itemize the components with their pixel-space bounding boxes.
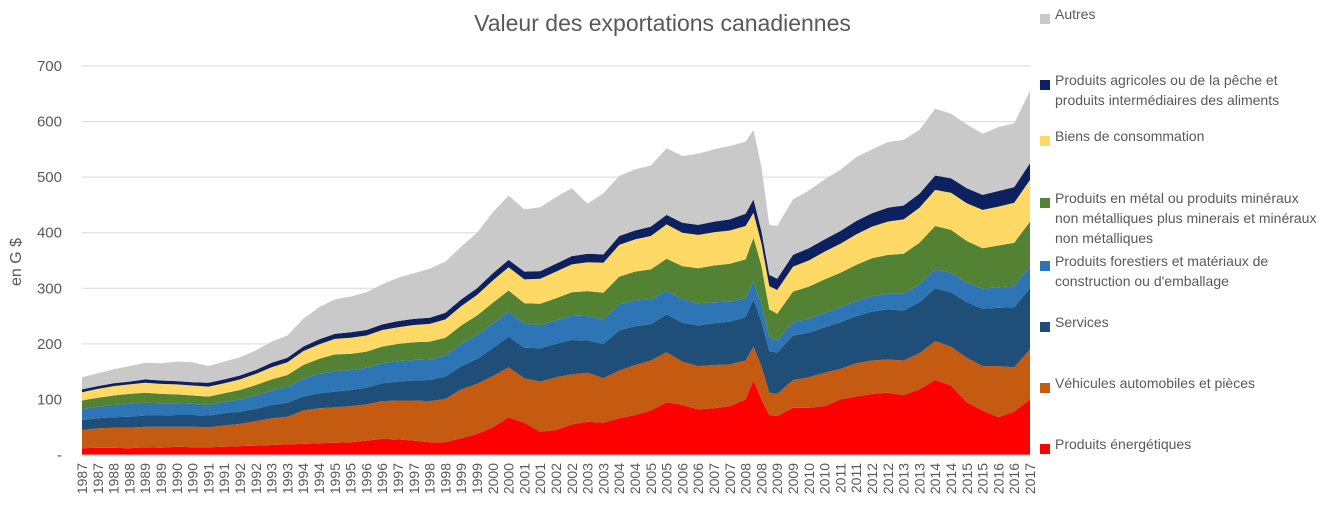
area-series-2: [82, 341, 1030, 449]
area-series-7: [82, 163, 1030, 393]
legend-label: Produits en métal ou produits minéraux n…: [1055, 190, 1317, 246]
x-tick-label: 2006: [674, 463, 690, 494]
x-tick-label: 1998: [437, 463, 453, 494]
x-tick-label: 2008: [738, 463, 754, 494]
area-series-1: [82, 380, 1030, 455]
x-tick-label: 2001: [516, 463, 532, 494]
x-tick-label: 1988: [121, 463, 137, 494]
y-tick-label: 700: [37, 58, 62, 75]
area-series-6: [82, 179, 1030, 401]
y-axis-label: en G $: [8, 238, 25, 286]
x-tick-label: 1993: [264, 463, 280, 494]
x-tick-label: 2010: [817, 463, 833, 494]
x-tick-label: 1989: [153, 463, 169, 494]
area-series-3: [82, 288, 1030, 430]
x-tick-label: 1992: [248, 463, 264, 494]
x-tick-label: 2004: [627, 463, 643, 494]
x-tick-label: 1996: [374, 463, 390, 494]
x-tick-label: 2007: [706, 463, 722, 494]
x-tick-label: 2009: [769, 463, 785, 494]
legend-swatch: [1040, 80, 1050, 90]
x-tick-label: 1991: [200, 463, 216, 494]
x-tick-label: 1997: [390, 463, 406, 494]
legend-label: Véhicules automobiles et pièces: [1055, 375, 1256, 391]
x-tick-label: 1991: [216, 463, 232, 494]
x-tick-label: 2013: [896, 463, 912, 494]
x-tick-label: 2002: [548, 463, 564, 494]
x-tick-label: 1999: [453, 463, 469, 494]
x-tick-label: 1987: [90, 463, 106, 494]
legend-label: Services: [1055, 314, 1109, 330]
x-tick-label: 2012: [864, 463, 880, 494]
x-tick-label: 1998: [422, 463, 438, 494]
area-series: [82, 91, 1030, 455]
x-tick-label: 2011: [832, 463, 848, 493]
x-tick-label: 1990: [185, 463, 201, 494]
x-tick-label: 2013: [911, 463, 927, 494]
legend-swatch: [1040, 322, 1050, 332]
x-tick-label: 2016: [990, 463, 1006, 494]
legend-label: Autres: [1055, 6, 1096, 22]
x-tick-label: 2005: [659, 463, 675, 494]
x-tick-label: 2017: [1022, 463, 1038, 494]
x-tick-label: 1992: [232, 463, 248, 494]
legend-label: Produits forestiers et matériaux de cons…: [1055, 253, 1269, 289]
x-tick-label: 2008: [753, 463, 769, 494]
x-tick-label: 2014: [943, 463, 959, 494]
legend-swatch: [1040, 14, 1050, 24]
y-tick-label: 400: [37, 225, 62, 242]
x-tick-label: 1987: [74, 463, 90, 494]
y-tick-label: 100: [37, 391, 62, 408]
x-tick-label: 1988: [106, 463, 122, 494]
x-tick-label: 1989: [137, 463, 153, 494]
x-tick-label: 1994: [295, 463, 311, 494]
x-tick-label: 2011: [848, 463, 864, 493]
x-tick-label: 2012: [880, 463, 896, 494]
x-tick-label: 1995: [343, 463, 359, 494]
y-tick-label: 500: [37, 169, 62, 186]
y-axis-ticks: - 100 200 300 400 500 600 700: [37, 58, 62, 464]
y-tick-label: -: [57, 447, 62, 464]
legend-swatch: [1040, 261, 1050, 271]
area-series-5: [82, 221, 1030, 409]
legend-swatch: [1040, 136, 1050, 146]
x-tick-label: 2009: [785, 463, 801, 494]
x-tick-label: 1994: [311, 463, 327, 494]
legend-swatch: [1040, 444, 1050, 454]
legend-label: Biens de consommation: [1055, 128, 1205, 144]
x-tick-label: 2005: [643, 463, 659, 494]
x-tick-label: 2015: [959, 463, 975, 494]
legend-swatch: [1040, 198, 1050, 208]
y-tick-label: 600: [37, 114, 62, 131]
legend-swatch: [1040, 383, 1050, 393]
x-tick-label: 2000: [501, 463, 517, 494]
x-tick-label: 2016: [1006, 463, 1022, 494]
area-series-8: [82, 91, 1030, 390]
x-tick-label: 1996: [358, 463, 374, 494]
x-tick-label: 2010: [801, 463, 817, 494]
y-tick-label: 300: [37, 280, 62, 297]
x-tick-label: 2015: [975, 463, 991, 494]
x-tick-label: 2006: [690, 463, 706, 494]
chart-title: Valeur des exportations canadiennes: [474, 10, 851, 36]
x-tick-label: 2003: [595, 463, 611, 494]
x-tick-label: 2003: [580, 463, 596, 494]
x-tick-label: 1995: [327, 463, 343, 494]
x-tick-label: 1999: [469, 463, 485, 494]
x-tick-label: 2004: [611, 463, 627, 494]
x-axis-ticks: 1987 1987 1988 1988 1989 1989 1990 1990 1991 1991…: [74, 463, 1038, 494]
x-tick-label: 1997: [406, 463, 422, 494]
legend-label: Produits énergétiques: [1055, 436, 1192, 452]
area-series-4: [82, 266, 1030, 420]
x-tick-label: 2002: [564, 463, 580, 494]
x-tick-label: 2000: [485, 463, 501, 494]
x-tick-label: 2007: [722, 463, 738, 494]
x-tick-label: 1990: [169, 463, 185, 494]
y-tick-label: 200: [37, 336, 62, 353]
x-tick-label: 2001: [532, 463, 548, 494]
x-tick-label: 2014: [927, 463, 943, 494]
legend-label: Produits agricoles ou de la pêche et pro…: [1055, 72, 1280, 108]
x-tick-label: 1993: [279, 463, 295, 494]
